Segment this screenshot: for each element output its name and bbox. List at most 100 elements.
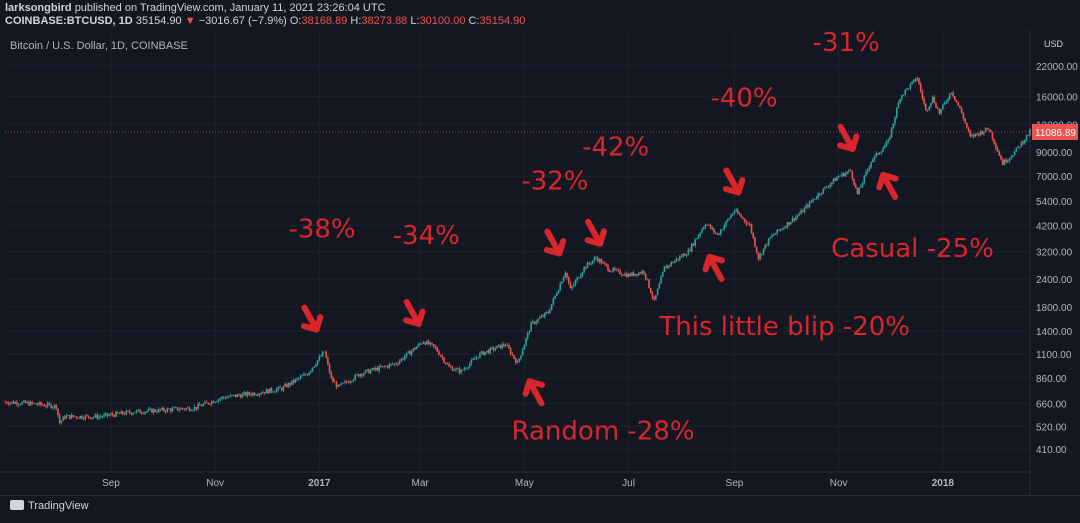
candle-body	[561, 281, 563, 284]
candle-body	[890, 127, 893, 138]
footer-bar	[0, 495, 1080, 523]
candle-body	[959, 105, 961, 109]
candle-body	[175, 407, 177, 409]
candle-body	[593, 257, 596, 261]
candle-body	[166, 408, 169, 412]
candle-body	[116, 411, 119, 414]
tradingview-logo[interactable]: TradingView	[10, 500, 89, 512]
candle-body	[4, 401, 6, 403]
candle-body	[786, 222, 789, 228]
annotation-label: -42%	[582, 133, 649, 163]
candle-body	[209, 403, 211, 405]
candle-body	[677, 258, 679, 260]
candle-body	[930, 102, 932, 107]
candle-body	[506, 344, 509, 346]
candle-body	[672, 262, 674, 263]
change-down-icon: ▼	[184, 15, 196, 27]
candle-body	[737, 209, 739, 214]
candle-body	[740, 214, 743, 218]
candle-body	[692, 243, 695, 246]
candle-body	[569, 283, 572, 289]
candle-body	[180, 408, 182, 410]
candle-body	[70, 415, 73, 419]
candle-body	[214, 401, 216, 403]
candle-body	[501, 344, 503, 349]
candle-body	[615, 269, 618, 271]
candle-body	[128, 411, 131, 413]
currency-label: USD	[1044, 39, 1064, 49]
candle-body	[93, 416, 95, 418]
candle-body	[427, 340, 430, 345]
candle-body	[21, 402, 23, 405]
candle-body	[511, 354, 514, 355]
candle-body	[340, 383, 343, 385]
candle-body	[822, 188, 825, 194]
candle-body	[364, 370, 367, 374]
y-tick-label: 1400.00	[1036, 327, 1073, 338]
candle-body	[673, 260, 676, 263]
candle-body	[749, 223, 751, 225]
candle-body	[701, 229, 703, 233]
candle-body	[132, 413, 134, 415]
candle-body	[496, 345, 498, 349]
candle-body	[525, 338, 527, 345]
candle-body	[195, 406, 198, 409]
candle-body	[586, 262, 589, 269]
candle-body	[74, 416, 76, 418]
candle-body	[989, 129, 992, 133]
high-value: 38273.88	[361, 15, 408, 27]
candle-body	[651, 293, 654, 298]
candle-body	[617, 269, 620, 271]
candle-body	[935, 103, 937, 108]
y-tick-label: 520.00	[1036, 422, 1067, 433]
author-name[interactable]: larksongbird	[5, 2, 72, 14]
candle-body	[1018, 146, 1021, 148]
candle-body	[176, 407, 179, 411]
candle-body	[255, 394, 257, 396]
candle-body	[627, 273, 630, 278]
candle-body	[272, 391, 275, 393]
candle-body	[808, 201, 811, 208]
candle-body	[682, 254, 685, 257]
candle-body	[373, 368, 375, 370]
candle-body	[219, 398, 222, 400]
candle-body	[198, 404, 201, 406]
candle-body	[807, 205, 809, 208]
candle-body	[325, 351, 327, 358]
candle-body	[123, 413, 126, 415]
candle-body	[41, 404, 44, 406]
candle-body	[595, 257, 597, 259]
candle-body	[971, 134, 973, 136]
candle-body	[549, 310, 551, 313]
candle-body	[574, 280, 577, 285]
candle-body	[844, 173, 847, 177]
candle-body	[282, 386, 285, 391]
candle-body	[303, 374, 305, 376]
candle-body	[566, 272, 568, 278]
candle-body	[1005, 159, 1007, 163]
candle-body	[555, 293, 558, 296]
candle-body	[287, 383, 290, 388]
candle-body	[952, 92, 954, 97]
candle-body	[796, 215, 799, 217]
candle-body	[216, 401, 218, 403]
candle-body	[183, 408, 186, 410]
candle-body	[233, 394, 235, 396]
candle-body	[962, 112, 965, 119]
candle-body	[858, 187, 860, 194]
candle-body	[344, 381, 346, 383]
candle-body	[552, 298, 555, 305]
candle-body	[801, 210, 804, 213]
candle-body	[514, 358, 517, 364]
candle-body	[294, 379, 297, 383]
candle-body	[709, 225, 712, 229]
candle-body	[246, 392, 249, 396]
candle-body	[776, 229, 778, 234]
candle-body	[769, 236, 772, 239]
candle-body	[318, 356, 321, 361]
candle-body	[77, 417, 80, 419]
x-tick-label: Sep	[102, 478, 120, 489]
candle-body	[767, 238, 770, 246]
candle-body	[118, 413, 121, 414]
price-chart[interactable]: 410.00 520.00 660.00 860.00 1100.00 1400.00 18…	[0, 0, 1080, 495]
